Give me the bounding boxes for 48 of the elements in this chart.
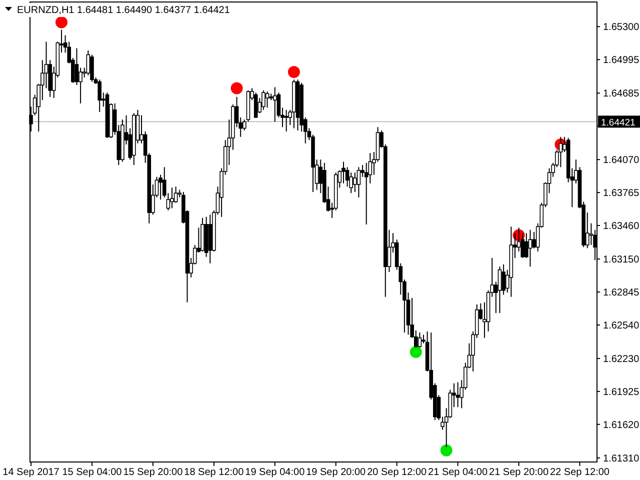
candlestick (78, 67, 82, 104)
point (230, 82, 243, 94)
candlestick (353, 172, 357, 193)
candlestick (265, 90, 270, 108)
ref-line-label: 1.64421 (601, 118, 636, 129)
x-tick-label: 21 Sep 04:00 (428, 467, 488, 478)
candlestick (262, 90, 266, 110)
point (55, 16, 68, 28)
candlestick (502, 264, 506, 296)
y-tick-label: 1.63150 (603, 254, 640, 266)
x-tick-label: 19 Sep 20:00 (306, 467, 366, 478)
x-tick-label: 20 Sep 12:00 (367, 467, 428, 478)
x-tick-label: 14 Sep 2017 (2, 467, 60, 478)
candlestick (456, 382, 460, 408)
candlestick (254, 92, 258, 118)
y-tick-label: 1.64995 (603, 55, 640, 66)
candlestick (272, 86, 277, 122)
candlestick (418, 332, 422, 348)
y-tick-label: 1.61310 (603, 453, 640, 464)
x-tick-label: 15 Sep 20:00 (123, 467, 184, 478)
y-tick-label: 1.64685 (603, 88, 640, 100)
point (440, 444, 452, 456)
x-tick-label: 15 Sep 04:00 (62, 467, 122, 478)
x-tick-label: 19 Sep 04:00 (245, 467, 306, 478)
y-tick-label: 1.63765 (603, 188, 640, 200)
y-tick-label: 1.61925 (603, 386, 640, 398)
point (288, 66, 300, 78)
candlestick (558, 136, 563, 168)
candlestick (498, 266, 502, 314)
chart-title: EURNZD,H1 1.64481 1.64490 1.64377 1.64421 (17, 5, 230, 16)
y-tick-label: 1.62845 (603, 287, 640, 298)
x-tick-label: 18 Sep 12:00 (184, 467, 244, 478)
y-tick-label: 1.65300 (603, 22, 640, 34)
y-tick-label: 1.64070 (603, 155, 640, 166)
x-tick-label: 21 Sep 20:00 (489, 467, 549, 478)
point (410, 346, 422, 358)
y-tick-label: 1.62540 (603, 320, 640, 332)
candlestick (356, 166, 361, 198)
y-tick-label: 1.63460 (603, 221, 640, 232)
candlestick (528, 229, 532, 268)
candlestick (170, 187, 174, 209)
y-tick-label: 1.61620 (603, 420, 640, 431)
candlestick (342, 161, 346, 184)
y-tick-label: 1.62230 (603, 354, 640, 365)
candlestick (98, 79, 102, 113)
x-tick-label: 22 Sep 12:00 (550, 467, 610, 478)
candlestick (284, 109, 288, 132)
candlestick (90, 54, 94, 82)
